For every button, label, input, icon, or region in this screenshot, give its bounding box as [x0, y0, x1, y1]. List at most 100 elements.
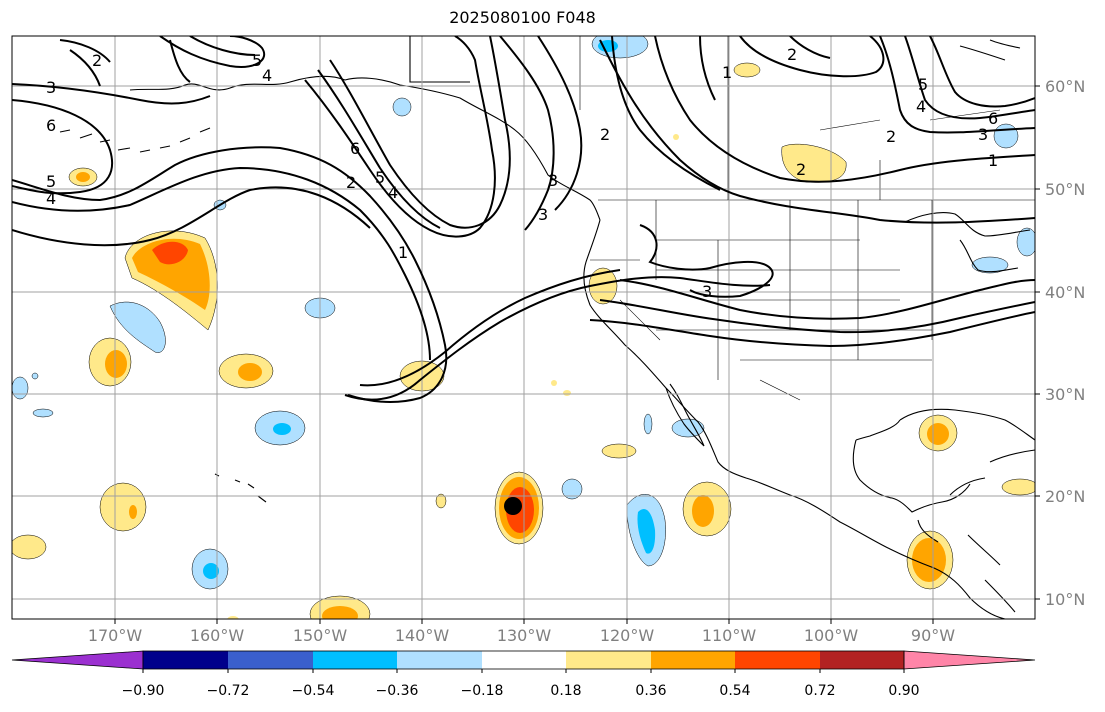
- contour-line: [599, 299, 1035, 334]
- contour-line: [739, 36, 885, 78]
- contour-line: [599, 39, 1035, 224]
- anomaly-blob: [129, 505, 137, 519]
- anomaly-blob: [227, 616, 239, 619]
- contour-line: [59, 39, 111, 87]
- colorbar-tick-label: 0.18: [550, 683, 582, 699]
- anomaly-blob: [12, 376, 29, 400]
- colorbar-segment: [143, 651, 228, 669]
- contour-line: [359, 269, 621, 387]
- lon-label: 150°W: [292, 626, 348, 645]
- contour-line: [344, 276, 771, 401]
- anomaly-blob: [109, 301, 166, 353]
- anomaly-blob: [435, 493, 447, 509]
- contour-labels: 3 6 5 4 2 5 4 6 5 4 1 3 2 3 1 2 2 4 5 6 …: [46, 45, 998, 301]
- contour-label: 3: [548, 171, 558, 190]
- lat-label: 10°N: [1045, 590, 1086, 609]
- anomaly-blob: [733, 62, 761, 78]
- map-title: 2025080100 F048: [449, 8, 596, 27]
- contour-label: 3: [538, 205, 548, 224]
- contour-line: [12, 186, 371, 247]
- contour-label: 1: [988, 151, 998, 170]
- contour-label: 3: [978, 125, 988, 144]
- anomaly-blob: [637, 509, 656, 554]
- contour-line: [611, 36, 721, 191]
- storm-center-marker: [504, 497, 522, 515]
- anomaly-blob: [31, 372, 39, 380]
- contour-label: 2: [886, 127, 896, 146]
- lon-label: 140°W: [394, 626, 450, 645]
- lon-label: 160°W: [189, 626, 245, 645]
- contour-label: 5: [918, 75, 928, 94]
- anomaly-blob: [203, 563, 219, 579]
- contour-line: [639, 224, 774, 298]
- colorbar-min-extend: [11, 650, 144, 670]
- contour-line: [12, 166, 431, 361]
- colorbar-segment: [482, 651, 566, 669]
- colorbar-tick-label: 0.54: [719, 683, 751, 699]
- colorbar-tick-label: −0.36: [375, 683, 419, 699]
- colorbar-tick-label: −0.72: [206, 683, 250, 699]
- contour-line: [879, 36, 1035, 134]
- anomaly-blob: [1001, 478, 1035, 496]
- colorbar-tick-label: 0.36: [635, 683, 667, 699]
- contour-line: [537, 36, 583, 211]
- contour-line: [589, 311, 1035, 348]
- graticule: [12, 36, 1035, 619]
- anomaly-blob: [692, 495, 714, 527]
- colorbar-tick-label: −0.54: [291, 683, 335, 699]
- contour-line: [929, 36, 1035, 108]
- contour-label: 6: [350, 139, 360, 158]
- lon-label: 100°W: [803, 626, 859, 645]
- anomaly-blob: [671, 418, 705, 438]
- colorbar-segment: [651, 651, 735, 669]
- lon-label: 110°W: [701, 626, 757, 645]
- contour-line: [12, 146, 448, 403]
- colorbar-segment: [313, 651, 397, 669]
- anomaly-blob: [673, 134, 679, 140]
- colorbar-tick-label: 0.72: [804, 683, 836, 699]
- anomaly-blob: [105, 350, 127, 378]
- contour-label: 4: [916, 97, 926, 116]
- contour-label: 2: [796, 160, 806, 179]
- anomaly-blob: [781, 143, 847, 183]
- anomaly-blob: [643, 413, 653, 435]
- contour-label: 2: [346, 173, 356, 192]
- colorbar-max-extend: [903, 650, 1036, 670]
- colorbar-segment: [820, 651, 904, 669]
- lat-label: 40°N: [1045, 283, 1086, 302]
- contour-line: [159, 36, 265, 68]
- contour-line: [699, 36, 831, 101]
- anomaly-blob: [927, 423, 949, 445]
- contour-label: 4: [388, 183, 398, 202]
- contour-line: [904, 36, 1035, 120]
- colorbar-segment: [228, 651, 313, 669]
- lon-label: 170°W: [87, 626, 143, 645]
- contour-label: 5: [46, 172, 56, 191]
- anomaly-blob: [912, 538, 946, 582]
- contour-line: [329, 36, 511, 229]
- colorbar-outline: [142, 650, 905, 670]
- contour-line: [12, 99, 114, 195]
- contour-label: 4: [46, 189, 56, 208]
- anomaly-blob: [563, 390, 571, 396]
- contour-line: [317, 69, 441, 229]
- contour-label: 6: [46, 116, 56, 135]
- anomaly-blob: [76, 172, 90, 182]
- contour-line: [654, 36, 1035, 183]
- contour-label: 3: [702, 282, 712, 301]
- contour-label: 2: [787, 45, 797, 64]
- contour-label: 5: [375, 168, 385, 187]
- colorbar-tick-label: 0.90: [888, 683, 920, 699]
- anomaly-blob: [392, 97, 412, 117]
- colorbar-tick-label: −0.90: [121, 683, 165, 699]
- anomaly-blob: [551, 380, 557, 386]
- lat-label: 30°N: [1045, 385, 1086, 404]
- contour-line: [169, 36, 256, 83]
- lat-label: 50°N: [1045, 180, 1086, 199]
- anomaly-blob: [99, 482, 147, 532]
- contour-line: [499, 36, 555, 231]
- contour-line: [619, 279, 1035, 320]
- anomaly-blob: [1016, 227, 1035, 257]
- height-contours: [12, 36, 1035, 403]
- contour-label: 4: [262, 66, 272, 85]
